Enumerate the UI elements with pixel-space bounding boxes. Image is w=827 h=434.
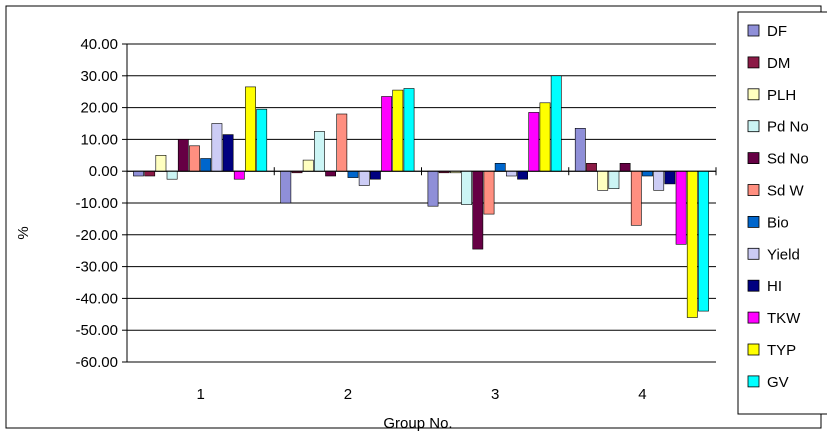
bar-sd-w: [630, 170, 642, 226]
bar-hi: [517, 170, 528, 180]
bar-tkw: [528, 112, 540, 172]
legend-swatch: [747, 343, 760, 356]
bar-typ: [539, 102, 551, 172]
bar-typ: [392, 89, 404, 172]
legend-swatch: [747, 24, 760, 37]
x-category-label: 2: [344, 386, 352, 403]
axes: [122, 43, 717, 363]
y-tick-label: -40.00: [75, 290, 118, 307]
y-tick-label: -60.00: [75, 354, 118, 371]
y-tick-labels: 40.00 30.00 20.00 10.00 0.00 -10.00 -20.00 -30.…: [75, 36, 118, 371]
legend-label: Pd No: [767, 119, 809, 136]
bar-sd-w: [483, 170, 495, 215]
bar-sd-no: [177, 139, 189, 172]
bar-hi: [222, 134, 234, 172]
bar-typ: [686, 170, 698, 318]
bar-hi: [664, 170, 676, 185]
legend-swatch: [747, 215, 760, 228]
bar-gv: [698, 170, 709, 312]
bar-gv: [256, 108, 268, 172]
bar-df: [574, 128, 586, 172]
y-tick-label: -20.00: [75, 227, 118, 244]
y-tick-label: 10.00: [80, 131, 118, 148]
bar-df: [427, 170, 439, 207]
gridlines: [127, 43, 716, 363]
legend-label: Yield: [767, 246, 800, 263]
legend-label: Sd No: [767, 151, 809, 168]
bar-hi: [369, 170, 381, 180]
y-tick-label: -50.00: [75, 322, 118, 339]
x-category-label: 1: [196, 386, 204, 403]
legend-label: TYP: [767, 342, 796, 359]
y-tick-label: -30.00: [75, 259, 118, 276]
bar-tkw: [233, 170, 245, 180]
legend-label: Bio: [767, 214, 789, 231]
bar-bio: [494, 163, 506, 172]
bar-bio: [642, 170, 653, 177]
legend-swatch: [747, 56, 760, 69]
bar-bio: [200, 158, 212, 172]
bar-gv: [550, 75, 562, 172]
x-category-labels: 1 2 3 4: [196, 386, 646, 403]
legend-swatch: [747, 375, 760, 388]
x-axis-label: Group No.: [383, 415, 452, 432]
legend-label: TKW: [767, 310, 801, 327]
bar-sd-no: [472, 170, 484, 250]
bar-dm: [144, 170, 156, 177]
bar-df: [133, 170, 144, 177]
bar-df: [280, 170, 292, 204]
x-category-label: 3: [491, 386, 499, 403]
bar-sd-w: [336, 113, 348, 172]
bar-dm: [586, 163, 597, 172]
bar-plh: [597, 170, 609, 191]
legend-swatch: [747, 279, 760, 292]
bar-yield: [505, 170, 517, 177]
bar-pd-no: [608, 170, 620, 189]
legend-label: DM: [767, 55, 790, 72]
bar-tkw: [675, 170, 687, 245]
bar-sd-w: [189, 145, 200, 172]
y-axis-label: %: [15, 226, 32, 239]
bar-plh: [302, 159, 314, 172]
y-tick-label: -10.00: [75, 195, 118, 212]
legend: DF DM PLH Pd No Sd No Sd W Bio Yield HI TKW TYP GV: [737, 11, 827, 415]
bar-yield: [653, 170, 665, 191]
legend-label: Sd W: [767, 183, 805, 200]
y-tick-label: 20.00: [80, 100, 118, 117]
y-tick-label: 0.00: [89, 163, 118, 180]
legend-swatch: [747, 184, 760, 196]
bar-pd-no: [313, 131, 325, 172]
legend-swatch: [747, 152, 760, 165]
bar-gv: [403, 88, 415, 172]
bar-tkw: [381, 96, 392, 172]
x-category-label: 4: [638, 386, 646, 403]
bar-pd-no: [166, 170, 178, 180]
bars: [133, 75, 709, 318]
bar-yield: [211, 123, 223, 172]
y-tick-label: 30.00: [80, 68, 118, 85]
legend-label: PLH: [767, 87, 796, 104]
legend-swatch: [747, 311, 760, 324]
legend-swatch: [747, 88, 760, 101]
legend-swatch: [747, 247, 760, 260]
bar-plh: [155, 155, 167, 172]
bar-pd-no: [461, 170, 472, 205]
bar-sd-no: [325, 170, 336, 177]
bar-typ: [245, 86, 256, 172]
bar-sd-no: [619, 163, 631, 172]
bar-yield: [358, 170, 370, 186]
legend-label: DF: [767, 23, 787, 40]
y-tick-label: 40.00: [80, 36, 118, 53]
bar-bio: [347, 170, 359, 178]
legend-label: HI: [767, 278, 782, 295]
legend-swatch: [747, 120, 760, 133]
legend-label: GV: [767, 374, 789, 391]
